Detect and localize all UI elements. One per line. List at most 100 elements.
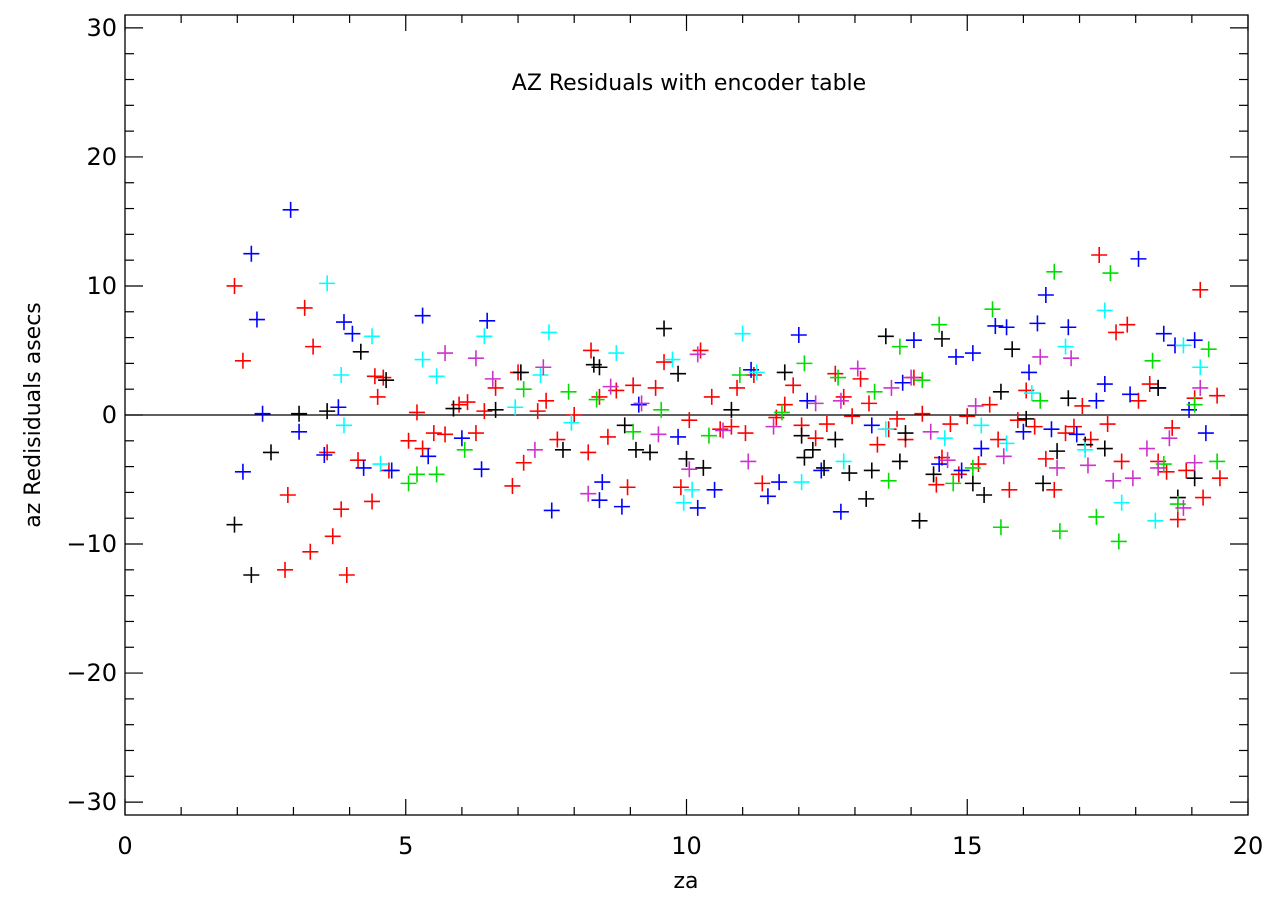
data-point [456,441,473,458]
data-point [262,444,279,461]
data-point [1060,390,1077,407]
data-point [515,381,532,398]
y-tick-label: 30 [86,14,117,42]
data-point [987,317,1004,334]
y-tick-label: 0 [102,401,117,429]
data-point [706,481,723,498]
data-point [889,410,906,427]
data-point [813,462,830,479]
data-point [1009,412,1026,429]
data-point [1150,459,1167,476]
data-point [619,479,636,496]
data-point [591,492,608,509]
data-point [627,441,644,458]
data-point [914,372,931,389]
data-point [723,401,740,418]
data-point [1049,459,1066,476]
data-point [653,401,670,418]
data-point [771,474,788,491]
data-point [529,403,546,420]
chart-title: AZ Residuals with encoder table [512,71,866,96]
data-point [967,397,984,414]
data-point [1001,481,1018,498]
data-point [1186,454,1203,471]
data-point [939,452,956,469]
tick-marks [124,15,1249,815]
data-point [507,399,524,416]
data-point [754,475,771,492]
data-point [723,418,740,435]
data-point [950,466,967,483]
data-point [279,487,296,503]
y-tick-label: 20 [86,143,117,171]
data-point [1046,481,1063,498]
data-point [863,462,880,479]
data-point [1063,350,1080,367]
data-point [526,441,543,458]
data-point [400,475,417,492]
data-point [1068,426,1085,443]
data-point [877,421,894,438]
data-point [992,519,1009,536]
data-point [588,391,605,408]
data-point [849,360,866,377]
data-point [807,430,824,447]
data-point [540,324,557,341]
data-point [1164,419,1181,436]
data-point [1211,470,1228,487]
data-point [1029,315,1046,332]
data-point [1108,324,1125,341]
data-point [748,364,765,381]
data-point [1186,470,1203,487]
data-point [282,201,299,218]
data-point [866,383,883,400]
data-point [1175,337,1192,354]
data-point [841,465,858,482]
data-point [243,245,260,262]
data-point [515,454,532,471]
data-point [445,400,462,417]
data-point [352,343,369,360]
data-point [1158,463,1175,480]
data-point [355,459,372,476]
data-point [1023,385,1040,402]
data-point [538,392,555,409]
data-point [1099,416,1116,433]
data-point [1032,392,1049,409]
data-point [945,475,962,492]
y-tick-label: −20 [66,659,117,687]
data-point [675,494,692,511]
data-point [827,431,844,448]
data-point [737,425,754,442]
data-point [650,426,667,443]
data-point [594,474,611,491]
data-point [1021,364,1038,381]
data-point [1032,348,1049,365]
data-point [467,350,484,367]
data-point [1169,511,1186,528]
data-point [933,330,950,347]
data-point [860,395,877,412]
data-point [880,472,897,489]
data-point [591,359,608,376]
data-point [914,405,931,422]
data-point [625,377,642,394]
data-markers [226,201,1228,583]
data-point [484,370,501,387]
data-point [1197,425,1214,442]
data-point [928,476,945,493]
data-point [1105,472,1122,489]
data-point [1113,494,1130,511]
data-point [1192,281,1209,298]
data-point [243,567,260,583]
data-point [852,370,869,387]
data-point [670,428,687,445]
data-point [1130,250,1147,267]
data-point [1200,341,1217,358]
data-point [712,421,729,438]
data-point [1065,418,1082,435]
data-point [1037,450,1054,467]
tick-labels: 0 5 10 15 20 −30 −20 −10 0 10 20 30 [66,14,1263,860]
data-point [226,516,243,533]
